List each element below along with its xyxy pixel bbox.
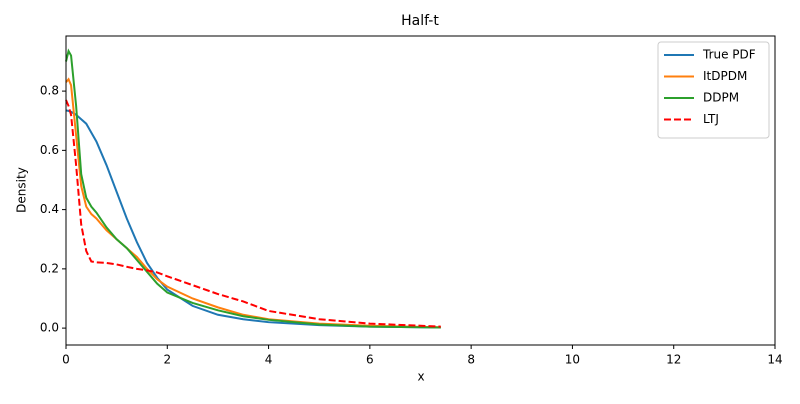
y-tick-label: 0.0 bbox=[40, 321, 59, 335]
legend-box bbox=[657, 41, 770, 139]
data-line bbox=[65, 77, 441, 329]
plot-frame bbox=[65, 35, 776, 346]
x-tick-label: 10 bbox=[565, 353, 580, 367]
legend-label: ItDPDM bbox=[703, 69, 747, 83]
data-line bbox=[65, 48, 441, 329]
y-tick-label: 0.8 bbox=[40, 84, 59, 98]
x-tick-label: 2 bbox=[163, 353, 171, 367]
chart-title: Half-t bbox=[401, 13, 439, 29]
x-tick-label: 14 bbox=[767, 353, 782, 367]
x-tick-label: 8 bbox=[467, 353, 475, 367]
y-axis-label: Density bbox=[15, 167, 29, 213]
y-tick-label: 0.4 bbox=[40, 202, 59, 216]
x-tick-label: 0 bbox=[62, 353, 70, 367]
y-tick-label: 0.2 bbox=[40, 261, 59, 275]
x-axis-label: x bbox=[417, 370, 424, 384]
legend-label: True PDF bbox=[702, 48, 756, 62]
y-tick-label: 0.6 bbox=[40, 143, 59, 157]
x-tick-label: 6 bbox=[366, 353, 374, 367]
data-line bbox=[65, 109, 441, 329]
data-line bbox=[65, 99, 441, 328]
x-tick-label: 4 bbox=[265, 353, 273, 367]
x-tick-label: 12 bbox=[666, 353, 681, 367]
legend-label: DDPM bbox=[703, 91, 739, 105]
legend-label: LTJ bbox=[703, 112, 719, 126]
